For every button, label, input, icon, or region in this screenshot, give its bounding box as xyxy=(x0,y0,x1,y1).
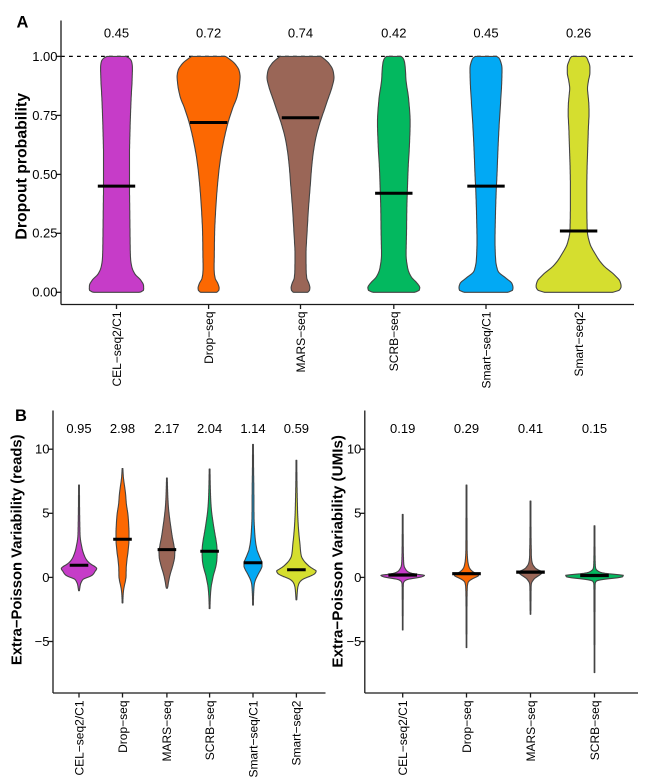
svg-text:1.14: 1.14 xyxy=(240,421,265,436)
svg-text:0.50: 0.50 xyxy=(32,167,57,182)
svg-text:B: B xyxy=(15,407,27,425)
svg-text:10: 10 xyxy=(35,442,49,457)
svg-text:2.98: 2.98 xyxy=(110,421,135,436)
svg-text:Smart−seq/C1: Smart−seq/C1 xyxy=(479,311,493,388)
svg-text:0.59: 0.59 xyxy=(284,421,309,436)
svg-text:0.72: 0.72 xyxy=(196,26,221,41)
svg-text:SCRB−seq: SCRB−seq xyxy=(203,701,217,761)
svg-text:0.26: 0.26 xyxy=(566,26,591,41)
svg-text:0.19: 0.19 xyxy=(390,421,415,436)
svg-text:0.29: 0.29 xyxy=(454,421,479,436)
svg-text:Drop−seq: Drop−seq xyxy=(202,312,216,364)
svg-text:Extra−Poisson Variability (rea: Extra−Poisson Variability (reads) xyxy=(10,434,26,665)
svg-text:0.74: 0.74 xyxy=(288,26,313,41)
svg-text:0.75: 0.75 xyxy=(32,108,57,123)
svg-text:0.95: 0.95 xyxy=(66,421,91,436)
svg-text:0.42: 0.42 xyxy=(381,26,406,41)
svg-text:0.45: 0.45 xyxy=(473,26,498,41)
svg-text:SCRB−seq: SCRB−seq xyxy=(588,701,602,761)
svg-text:SCRB−seq: SCRB−seq xyxy=(387,312,401,372)
svg-text:0.45: 0.45 xyxy=(104,26,129,41)
svg-text:Smart−seq2: Smart−seq2 xyxy=(290,700,304,765)
svg-text:0: 0 xyxy=(354,570,361,585)
svg-text:0.15: 0.15 xyxy=(582,421,607,436)
svg-text:1.00: 1.00 xyxy=(32,49,57,64)
svg-text:MARS−seq: MARS−seq xyxy=(294,312,308,373)
svg-text:10: 10 xyxy=(347,442,361,457)
svg-text:Drop−seq: Drop−seq xyxy=(116,701,130,753)
svg-text:0.00: 0.00 xyxy=(32,285,57,300)
svg-text:MARS−seq: MARS−seq xyxy=(160,701,174,762)
svg-text:2.04: 2.04 xyxy=(197,421,222,436)
svg-text:A: A xyxy=(17,14,29,32)
svg-text:CEL−seq2/C1: CEL−seq2/C1 xyxy=(72,700,86,775)
svg-text:0.41: 0.41 xyxy=(518,421,543,436)
svg-text:2.17: 2.17 xyxy=(154,421,179,436)
svg-text:CEL−seq2/C1: CEL−seq2/C1 xyxy=(110,311,124,386)
svg-text:0: 0 xyxy=(42,570,49,585)
svg-text:Dropout probability: Dropout probability xyxy=(14,93,31,240)
svg-text:Drop−seq: Drop−seq xyxy=(460,701,474,753)
svg-text:CEL−seq2/C1: CEL−seq2/C1 xyxy=(396,700,410,775)
svg-text:Smart−seq/C1: Smart−seq/C1 xyxy=(246,700,260,777)
svg-text:5: 5 xyxy=(42,506,49,521)
svg-text:−5: −5 xyxy=(346,634,361,649)
svg-text:5: 5 xyxy=(354,506,361,521)
svg-text:Extra−Poisson Variability (UMI: Extra−Poisson Variability (UMIs) xyxy=(330,435,347,668)
svg-text:0.25: 0.25 xyxy=(32,226,57,241)
svg-text:MARS−seq: MARS−seq xyxy=(524,701,538,762)
svg-text:−5: −5 xyxy=(35,634,50,649)
svg-text:Smart−seq2: Smart−seq2 xyxy=(572,311,586,376)
